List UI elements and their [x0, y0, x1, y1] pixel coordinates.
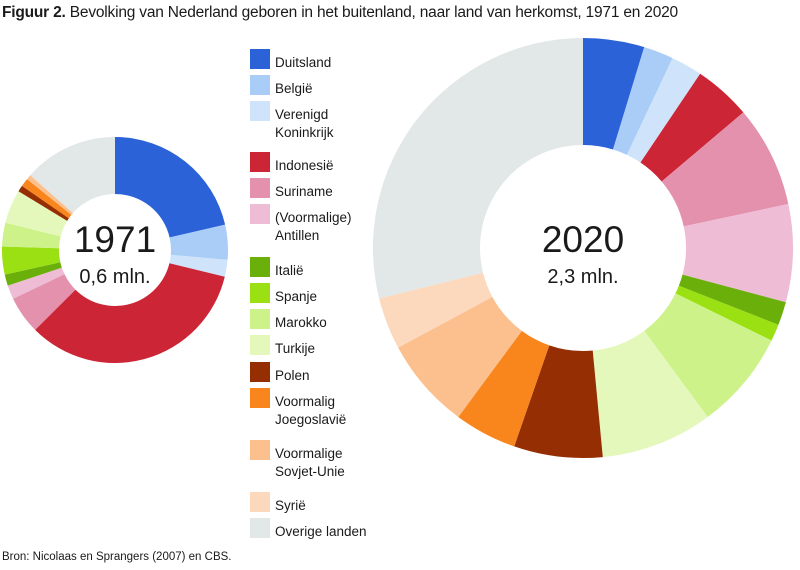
slice-2020-polen	[514, 345, 603, 458]
legend-swatch	[250, 309, 270, 329]
legend-swatch	[250, 283, 270, 303]
slice-2020-voormalige-antillen	[682, 204, 793, 303]
slice-2020-voormalig-joegoslavi	[458, 330, 550, 447]
slice-1971-verenigd-koninkrijk	[169, 254, 228, 277]
slice-1971-turkije	[5, 191, 68, 237]
legend-swatch	[250, 178, 270, 198]
slice-1971-itali	[4, 262, 62, 286]
legend-label: Overige landen	[275, 524, 367, 539]
slice-2020-overige-landen	[373, 38, 583, 299]
legend-swatch	[250, 152, 270, 172]
donut-1971	[1, 137, 228, 364]
donut-1971-total: 0,6 mln.	[79, 266, 150, 288]
donut-2020	[373, 38, 793, 458]
legend-swatch	[250, 492, 270, 512]
figure-title: Figuur 2. Bevolking van Nederland gebore…	[2, 4, 678, 22]
legend-swatch	[250, 75, 270, 95]
legend-label: Polen	[275, 368, 310, 383]
slice-2020-turkije	[592, 330, 708, 458]
slice-2020-syri	[379, 272, 493, 348]
slice-1971-marokko	[2, 222, 61, 249]
legend-label: Suriname	[275, 184, 333, 199]
legend-swatch	[250, 440, 270, 460]
slice-2020-belgi	[613, 47, 673, 155]
legend-label-line2: Antillen	[275, 228, 320, 243]
source-note: Bron: Nicolaas en Sprangers (2007) en CB…	[2, 551, 232, 563]
legend-label: Verenigd	[275, 107, 329, 122]
legend-label: Italië	[275, 263, 304, 278]
legend-label-line2: Koninkrijk	[275, 125, 334, 140]
slice-2020-spanje	[675, 285, 779, 341]
slice-1971-voormalige-antillen	[7, 267, 65, 299]
legend-swatch	[250, 335, 270, 355]
legend-label-line2: Joegoslavië	[275, 412, 347, 427]
legend-swatch	[250, 101, 270, 121]
legend-swatch	[250, 388, 270, 408]
legend-swatch	[250, 49, 270, 69]
slice-1971-belgi	[169, 224, 228, 260]
slice-1971-polen	[18, 185, 69, 221]
legend-swatch	[250, 362, 270, 382]
legend-label: België	[275, 81, 313, 96]
slice-1971-voormalig-joegoslavi	[21, 179, 72, 219]
slice-1971-indonesi	[35, 263, 225, 364]
legend-swatch	[250, 257, 270, 277]
slice-2020-duitsland	[583, 38, 645, 150]
legend-label-line2: Sovjet-Unie	[275, 464, 345, 479]
slice-2020-voormalige-sovjet-unie	[398, 296, 522, 417]
donut-1971-year: 1971	[74, 219, 156, 260]
slice-1971-suriname	[13, 274, 76, 330]
slice-2020-itali	[678, 274, 786, 325]
slice-2020-marokko	[644, 293, 772, 417]
slice-2020-indonesi	[640, 73, 744, 182]
figure-title-text: Bevolking van Nederland geboren in het b…	[69, 4, 678, 21]
slice-1971-duitsland	[115, 137, 226, 238]
legend-swatch	[250, 518, 270, 538]
figure-label: Figuur 2.	[2, 4, 66, 21]
slice-1971-spanje	[1, 246, 61, 275]
legend-label: Indonesië	[275, 158, 334, 173]
legend-label: Spanje	[275, 289, 318, 304]
slice-1971-voormalige-sovjet-unie	[27, 175, 73, 215]
legend-label: Voormalig	[275, 394, 336, 409]
legend-label: (Voormalige)	[275, 210, 352, 225]
legend-label: Duitsland	[275, 55, 332, 70]
legend-label: Voormalige	[275, 446, 343, 461]
legend-label: Syrië	[275, 498, 306, 513]
legend-label: Turkije	[275, 341, 316, 356]
legend-label: Marokko	[275, 315, 327, 330]
slice-2020-verenigd-koninkrijk	[626, 58, 701, 163]
slice-1971-overige-landen	[30, 137, 115, 213]
donut-2020-year: 2020	[542, 219, 624, 260]
donut-2020-total: 2,3 mln.	[547, 266, 618, 288]
legend-swatch	[250, 204, 270, 224]
slice-2020-suriname	[661, 112, 789, 227]
